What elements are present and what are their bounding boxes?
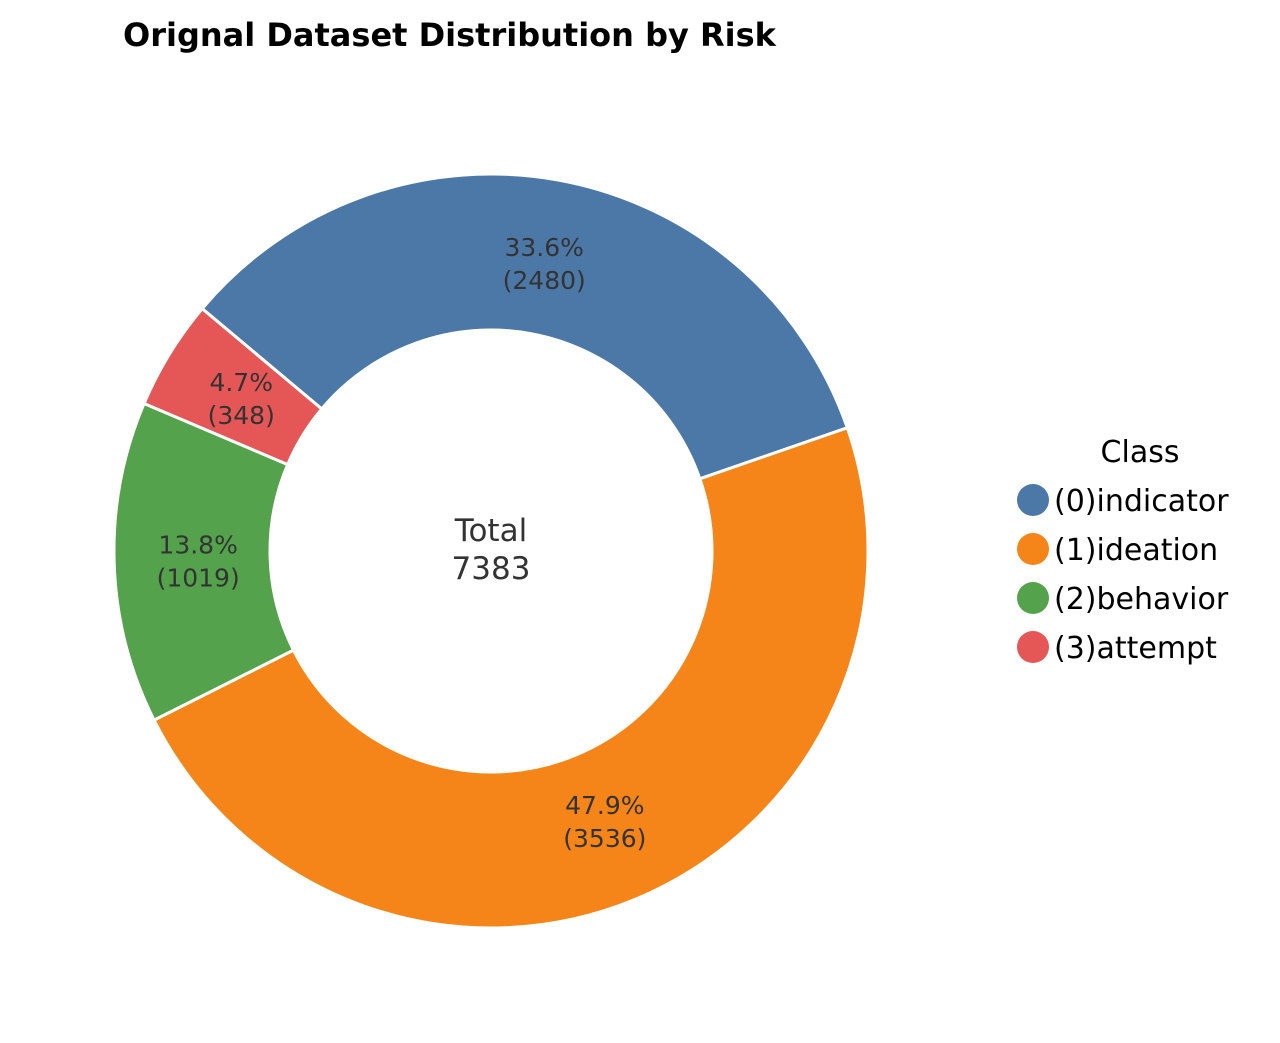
- slice-count-label: (1019): [157, 563, 240, 592]
- chart-title: Orignal Dataset Distribution by Risk: [123, 16, 777, 54]
- slice-labels: 33.6% (2480) 47.9% (3536) 13.8% (1019) 4.7% (34…: [157, 233, 647, 853]
- slice-indicator: [200, 172, 850, 481]
- slice-percent-label: 4.7%: [209, 368, 273, 397]
- slice-count-label: (2480): [503, 266, 586, 295]
- slice-attempt: [142, 306, 324, 467]
- legend-marker: [1017, 484, 1049, 516]
- legend-label: (0)indicator: [1054, 484, 1229, 519]
- slice-count-label: (3536): [563, 824, 646, 853]
- legend-label: (1)ideation: [1054, 533, 1218, 568]
- legend-title: Class: [1101, 435, 1180, 470]
- center-total-label: Total: [454, 513, 527, 549]
- slice-count-label: (348): [208, 401, 275, 430]
- legend: Class (0)indicator (1)ideation (2)behavior…: [1017, 435, 1229, 666]
- slice-percent-label: 13.8%: [158, 530, 237, 559]
- donut-slices: [112, 172, 870, 930]
- slice-percent-label: 47.9%: [565, 791, 644, 820]
- legend-marker: [1017, 631, 1049, 663]
- center-total-value: 7383: [452, 551, 531, 587]
- legend-label: (2)behavior: [1054, 582, 1229, 617]
- slice-ideation: [152, 425, 870, 930]
- legend-marker: [1017, 533, 1049, 565]
- legend-label: (3)attempt: [1054, 631, 1217, 666]
- slice-percent-label: 33.6%: [504, 233, 583, 262]
- legend-items: (0)indicator (1)ideation (2)behavior (3)att…: [1017, 484, 1229, 666]
- slice-behavior: [112, 401, 296, 723]
- donut-center: Total 7383: [452, 513, 531, 587]
- legend-marker: [1017, 582, 1049, 614]
